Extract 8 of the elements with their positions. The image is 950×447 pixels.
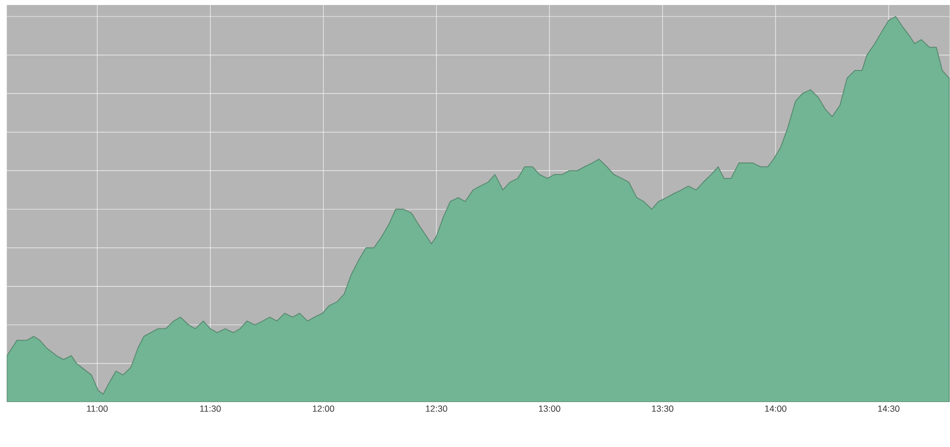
x-tick-label: 13:30 <box>652 406 674 412</box>
x-tick-label: 14:00 <box>765 406 786 412</box>
x-tick-label: 12:30 <box>426 406 448 412</box>
x-tick-label: 14:30 <box>878 406 900 412</box>
x-tick-label: 11:00 <box>87 406 108 412</box>
x-tick-label: 11:30 <box>200 406 221 412</box>
x-tick-label: 13:00 <box>539 406 560 412</box>
x-tick-label: 12:00 <box>312 406 334 412</box>
